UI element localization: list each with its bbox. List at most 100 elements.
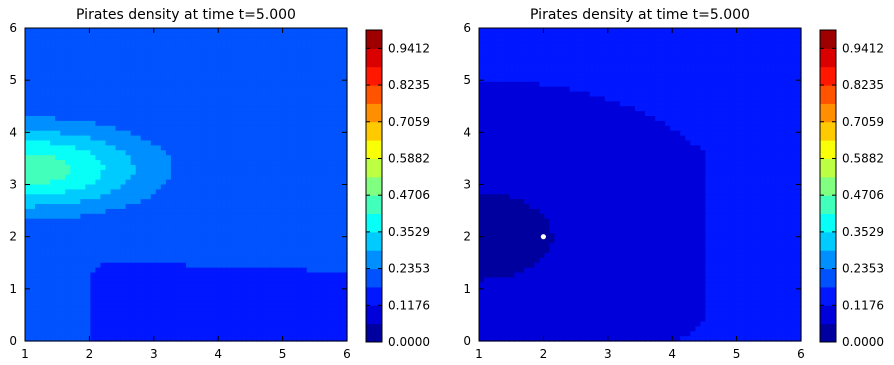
heatmap-cell <box>281 248 288 254</box>
heatmap-cell <box>665 32 671 39</box>
heatmap-cell <box>60 248 66 254</box>
heatmap-cell <box>180 292 187 298</box>
heatmap-cell <box>504 81 510 88</box>
heatmap-cell <box>110 204 117 210</box>
heatmap-cell <box>55 140 61 146</box>
heatmap-cell <box>196 311 202 318</box>
heatmap-cell <box>276 194 283 200</box>
heatmap-cell <box>730 32 737 39</box>
heatmap-cell <box>251 262 258 269</box>
heatmap-cell <box>221 130 227 137</box>
heatmap-cell <box>499 76 505 83</box>
heatmap-cell <box>479 42 485 49</box>
heatmap-cell <box>30 52 36 58</box>
heatmap-cell <box>120 67 127 73</box>
heatmap-cell <box>110 155 117 161</box>
heatmap-cell <box>629 72 636 78</box>
heatmap-cell <box>634 42 641 49</box>
heatmap-cell <box>75 223 81 230</box>
heatmap-cell <box>65 331 71 337</box>
heatmap-cell <box>55 311 61 318</box>
heatmap-cell <box>256 233 263 239</box>
heatmap-cell <box>655 67 661 73</box>
heatmap-cell <box>306 233 313 239</box>
heatmap-cell <box>251 204 258 210</box>
heatmap-cell <box>271 174 278 181</box>
heatmap-cell <box>95 316 102 323</box>
heatmap-cell <box>191 62 197 68</box>
heatmap-cell <box>231 62 237 68</box>
heatmap-cell <box>95 52 102 58</box>
heatmap-cell <box>130 179 137 186</box>
heatmap-cell <box>191 189 197 195</box>
heatmap-cell <box>160 296 167 303</box>
heatmap-cell <box>281 321 288 327</box>
heatmap-cell <box>524 81 530 88</box>
heatmap-cell <box>276 321 283 327</box>
heatmap-cell <box>296 174 303 181</box>
heatmap-cell <box>311 101 318 107</box>
heatmap-cell <box>256 184 263 190</box>
heatmap-cell <box>115 160 122 166</box>
heatmap-cell <box>130 233 137 239</box>
heatmap-cell <box>100 272 107 279</box>
heatmap-cell <box>311 218 318 225</box>
heatmap-cell <box>226 101 232 107</box>
heatmap-cell <box>341 267 348 274</box>
heatmap-cell <box>170 223 177 230</box>
heatmap-cell <box>750 32 757 39</box>
heatmap-cell <box>494 32 500 39</box>
heatmap-cell <box>785 76 792 83</box>
heatmap-cell <box>321 277 328 283</box>
heatmap-cell <box>155 169 162 176</box>
heatmap-cell <box>110 179 117 186</box>
heatmap-cell <box>186 331 192 337</box>
heatmap-cell <box>110 326 117 332</box>
heatmap-cell <box>296 228 303 235</box>
heatmap-cell <box>251 76 258 83</box>
heatmap-cell <box>271 311 278 318</box>
heatmap-cell <box>514 47 520 54</box>
heatmap-cell <box>216 135 222 142</box>
heatmap-cell <box>276 91 283 98</box>
heatmap-cell <box>30 316 36 323</box>
heatmap-cell <box>100 125 107 132</box>
heatmap-cell <box>201 140 207 146</box>
heatmap-cell <box>50 292 56 298</box>
heatmap-cell <box>276 96 283 102</box>
heatmap-cell <box>150 228 157 235</box>
heatmap-cell <box>170 184 177 190</box>
heatmap-cell <box>241 57 247 63</box>
heatmap-cell <box>665 72 671 78</box>
heatmap-cell <box>125 160 132 166</box>
heatmap-cell <box>80 62 86 68</box>
heatmap-cell <box>336 155 343 161</box>
heatmap-cell <box>30 164 36 171</box>
heatmap-cell <box>191 91 197 98</box>
heatmap-cell <box>286 47 293 54</box>
heatmap-cell <box>291 174 298 181</box>
heatmap-cell <box>256 47 263 54</box>
heatmap-cell <box>326 52 333 58</box>
heatmap-cell <box>534 67 540 73</box>
heatmap-cell <box>306 111 313 117</box>
heatmap-cell <box>306 248 313 254</box>
heatmap-cell <box>211 331 217 337</box>
heatmap-cell <box>755 76 762 83</box>
heatmap-cell <box>65 336 71 342</box>
heatmap-cell <box>479 62 485 68</box>
heatmap-cell <box>201 125 207 132</box>
heatmap-cell <box>105 86 112 93</box>
heatmap-cell <box>186 326 192 332</box>
heatmap-cell <box>45 184 51 190</box>
heatmap-cell <box>296 62 303 68</box>
heatmap-cell <box>85 233 92 239</box>
heatmap-cell <box>85 326 92 332</box>
heatmap-cell <box>261 321 268 327</box>
heatmap-cell <box>251 282 258 288</box>
heatmap-cell <box>281 130 288 137</box>
heatmap-cell <box>155 238 162 244</box>
heatmap-cell <box>70 331 76 337</box>
heatmap-cell <box>311 282 318 288</box>
heatmap-cell <box>685 62 691 68</box>
